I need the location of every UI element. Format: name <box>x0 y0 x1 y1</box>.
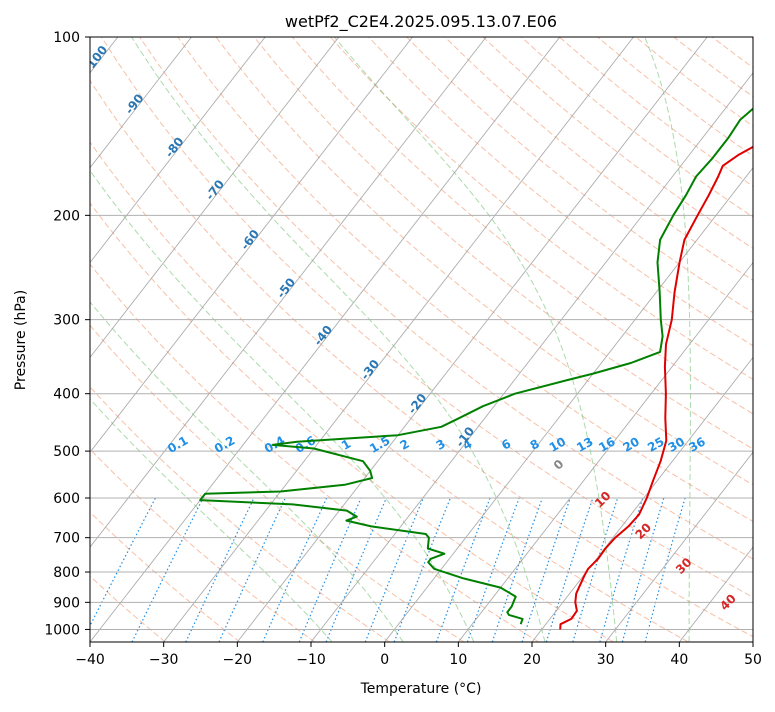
x-tick-label: 10 <box>449 652 467 668</box>
y-tick-label: 600 <box>53 491 80 507</box>
y-tick-label: 300 <box>53 313 80 329</box>
x-tick-label: −20 <box>223 652 253 668</box>
x-tick-label: −40 <box>75 652 105 668</box>
y-tick-label: 700 <box>53 531 80 547</box>
y-tick-label: 800 <box>53 565 80 581</box>
y-tick-label: 200 <box>53 208 80 224</box>
x-axis-title: Temperature (°C) <box>360 681 482 697</box>
x-tick-label: 0 <box>380 652 389 668</box>
y-axis-title: Pressure (hPa) <box>13 290 29 390</box>
y-tick-label: 500 <box>53 444 80 460</box>
y-tick-label: 400 <box>53 387 80 403</box>
y-tick-label: 1000 <box>44 622 80 638</box>
x-tick-label: 30 <box>597 652 615 668</box>
x-tick-label: 20 <box>523 652 541 668</box>
x-tick-label: −30 <box>149 652 179 668</box>
chart-title: wetPf2_C2E4.2025.095.13.07.E06 <box>285 12 557 32</box>
x-tick-label: 40 <box>670 652 688 668</box>
x-tick-label: 50 <box>744 652 762 668</box>
y-tick-label: 900 <box>53 595 80 611</box>
y-tick-label: 100 <box>53 30 80 46</box>
x-tick-label: −10 <box>296 652 326 668</box>
